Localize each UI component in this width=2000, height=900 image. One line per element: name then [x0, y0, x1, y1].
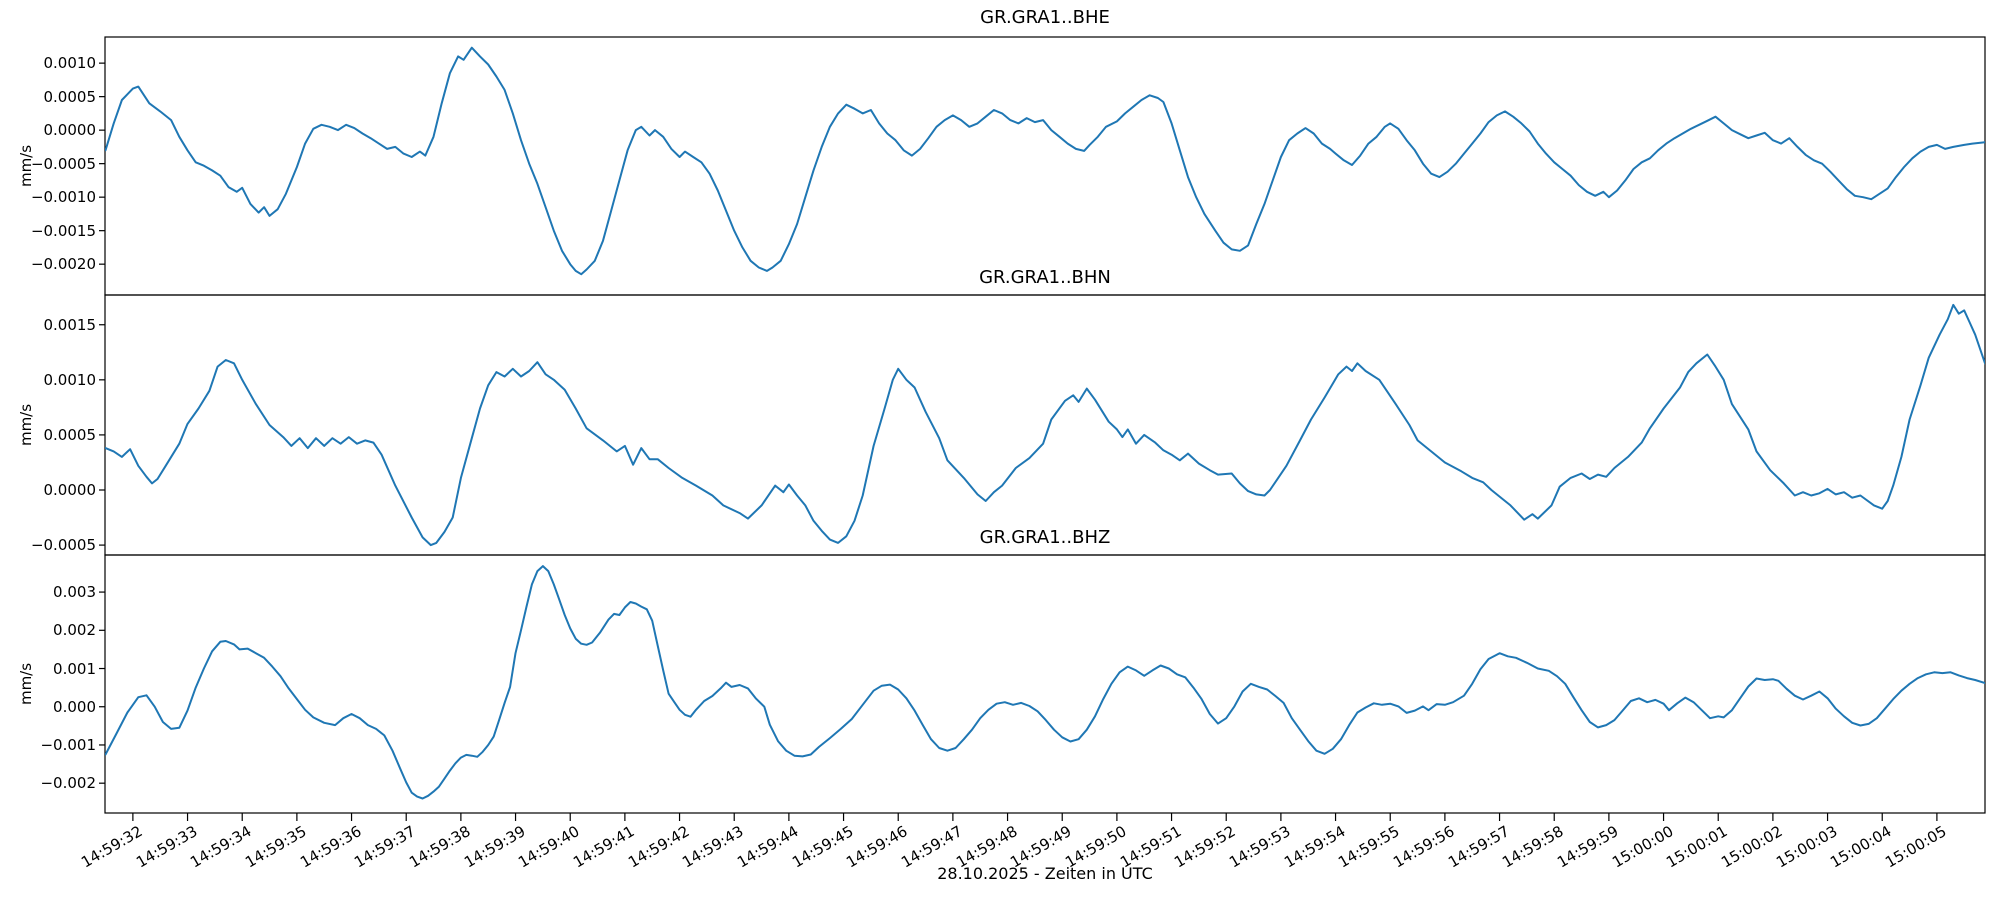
- y-tick-label: 0.0000: [43, 481, 97, 499]
- y-tick-label: 0.0015: [43, 315, 97, 334]
- y-tick-label: 0.0010: [43, 370, 97, 389]
- y-tick-label: 0.003: [53, 583, 96, 602]
- y-tick-label: 0.002: [53, 621, 96, 640]
- y-tick-label: −0.0020: [30, 255, 96, 274]
- panel-border-bhz: [104, 554, 1986, 814]
- y-tick-label: 0.0005: [43, 425, 97, 444]
- y-tick-label: −0.0010: [30, 188, 96, 207]
- panel-border-bhe: [104, 36, 1986, 296]
- y-tick-label: −0.002: [40, 774, 96, 793]
- panel-title-bhe: GR.GRA1..BHE: [980, 7, 1110, 28]
- panel-title-bhn: GR.GRA1..BHN: [979, 267, 1111, 288]
- y-tick-label: −0.0005: [30, 154, 96, 173]
- y-tick-label: 0.0005: [43, 87, 97, 106]
- waveform-bhe: [105, 46, 1985, 276]
- y-tick-label: 0.001: [53, 659, 96, 678]
- waveform-bhz: [105, 565, 1985, 800]
- x-axis-label: 28.10.2025 - Zeiten in UTC: [937, 864, 1153, 883]
- waveform-bhn: [105, 303, 1985, 547]
- panel-title-bhz: GR.GRA1..BHZ: [979, 527, 1111, 548]
- panel-border-bhn: [104, 294, 1986, 556]
- y-tick-label: 0.0000: [43, 121, 97, 140]
- y-tick-label: 0.0010: [43, 54, 97, 73]
- y-tick-label: −0.001: [40, 735, 96, 754]
- y-tick-label: −0.0015: [30, 221, 96, 240]
- y-tick-label: 0.000: [53, 697, 96, 716]
- y-tick-label: −0.0005: [30, 536, 96, 555]
